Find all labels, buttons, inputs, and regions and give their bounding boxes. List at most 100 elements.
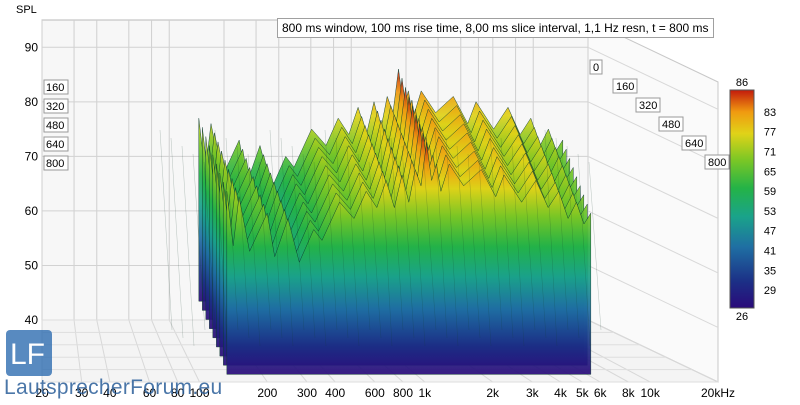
- surface-ridge: [170, 137, 184, 339]
- surface-ridge: [544, 129, 558, 347]
- colorbar-tick-label: 65: [764, 166, 776, 178]
- surface-ridge: [291, 145, 305, 331]
- surface-ridge: [401, 145, 415, 339]
- surface-ridge: [357, 153, 371, 331]
- side-wall: [587, 19, 719, 383]
- time-label-right: 640: [685, 138, 703, 150]
- colorbar-tick-label: 41: [764, 246, 776, 258]
- colorbar-tick-label: 26: [736, 311, 748, 323]
- spl-side-gridline: [587, 101, 719, 165]
- surface-ridge: [324, 129, 338, 331]
- surface-ridge: [269, 129, 283, 339]
- time-label-right: 0: [593, 62, 599, 74]
- surface-ridge: [412, 153, 426, 347]
- surface-ridge: [225, 137, 239, 331]
- y-tick-label: 80: [25, 95, 39, 109]
- colorbar-tick-label: 35: [764, 265, 776, 277]
- surface-ridge: [159, 129, 173, 331]
- surface-ridge: [390, 137, 404, 331]
- x-tick-label: 5k: [576, 386, 590, 400]
- surface-ridge: [236, 145, 250, 339]
- surface-ridge: [522, 153, 536, 331]
- colorbar-gradient: [729, 89, 755, 309]
- y-tick-label: 70: [25, 149, 39, 163]
- floor-gridline: [168, 319, 200, 383]
- time-label-box-right: [612, 78, 638, 94]
- waterfall-slice: [226, 142, 592, 375]
- time-label-box-right: [681, 135, 707, 151]
- surface-ridge: [280, 137, 294, 347]
- spl-side-gridline: [587, 265, 719, 328]
- time-label-left: 320: [46, 101, 64, 113]
- colorbar-tick-label: 29: [764, 285, 776, 297]
- colorbar-tick-label: 83: [764, 107, 776, 119]
- surface-ridge: [346, 145, 360, 347]
- surface-ridge: [423, 161, 437, 331]
- surface-ridge: [258, 161, 272, 331]
- x-tick-label: 100: [189, 386, 209, 400]
- spl-side-gridline: [587, 319, 719, 383]
- axis-labels: SPL 40 50 60 70 80 90 0 160 160 320 320 480 480 640 640…: [16, 4, 735, 400]
- y-tick-label: 60: [25, 204, 39, 218]
- surface-ridge: [555, 137, 569, 331]
- surface-ridge: [192, 153, 206, 331]
- time-label-box-left: [43, 136, 69, 152]
- surface-ridge: [511, 145, 525, 347]
- surface-ridge: [445, 137, 459, 347]
- colorbar-tick-label: 71: [764, 146, 776, 158]
- forum-watermark: LautsprecherForum.eu: [4, 376, 223, 399]
- time-label-right: 320: [639, 100, 657, 112]
- surface-ridge: [247, 153, 261, 347]
- y-tick-label: 90: [25, 40, 39, 54]
- colorbar: 86 83 77 71 65 59 53 47 41 35 29 26: [729, 77, 776, 323]
- time-label-right: 160: [616, 81, 634, 93]
- time-label-left: 800: [46, 158, 64, 170]
- colorbar-tick-label: 86: [736, 77, 748, 89]
- x-tick-label: 4k: [554, 386, 568, 400]
- time-label-box-left: [43, 79, 69, 95]
- surface-ridge: [588, 161, 602, 331]
- surface-ridge: [302, 153, 316, 339]
- colorbar-tick-label: 77: [764, 127, 776, 139]
- chart-title: 800 ms window, 100 ms rise time, 8,00 ms…: [277, 18, 714, 38]
- x-tick-label: 20: [35, 386, 49, 400]
- colorbar-tick-label: 47: [764, 226, 776, 238]
- surface-ridge: [434, 129, 448, 339]
- y-tick-label: 40: [25, 313, 39, 327]
- surface-ridge: [368, 161, 382, 339]
- surface-ridge: [203, 161, 217, 339]
- x-tick-label: 2k: [486, 386, 500, 400]
- surface-ridge: [181, 145, 195, 347]
- x-tick-label: 200: [257, 386, 277, 400]
- spl-side-gridline: [587, 46, 719, 110]
- surface-ridge: [467, 153, 481, 339]
- x-tick-label: 300: [297, 386, 317, 400]
- time-label-right: 800: [708, 157, 726, 169]
- surface-ridge: [456, 145, 470, 331]
- time-label-left: 160: [46, 82, 64, 94]
- x-tick-label: 40: [103, 386, 117, 400]
- x-tick-label: 400: [325, 386, 345, 400]
- x-tick-label: 8k: [622, 386, 636, 400]
- floor-gridline: [128, 319, 150, 383]
- y-axis-label: SPL: [16, 4, 37, 16]
- time-label-box-left: [43, 155, 69, 171]
- surface-ridge: [500, 137, 514, 339]
- time-label-box-left: [43, 98, 69, 114]
- time-label-box-left: [43, 117, 69, 133]
- time-label-box-right: [589, 59, 603, 75]
- time-label-left: 480: [46, 120, 64, 132]
- colorbar-tick-label: 53: [764, 206, 776, 218]
- x-tick-label: 6k: [594, 386, 608, 400]
- surface-ridge: [577, 153, 591, 347]
- surface-ridge: [489, 129, 503, 331]
- x-tick-label: 20kHz: [701, 386, 735, 400]
- floor-gridline: [96, 319, 111, 383]
- surface-ridge: [566, 145, 580, 339]
- time-label-box-right: [704, 154, 730, 170]
- surface-ridge: [335, 137, 349, 339]
- spl-side-gridline: [587, 155, 719, 219]
- surface-ridge: [214, 129, 228, 347]
